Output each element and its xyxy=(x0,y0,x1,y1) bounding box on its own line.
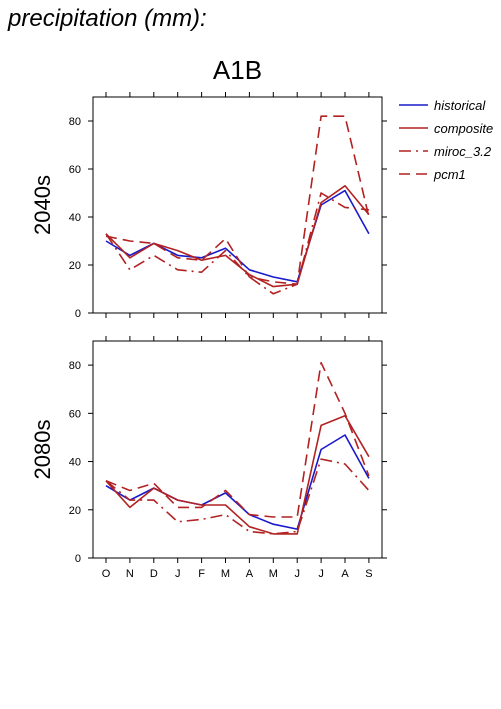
series-line-composite xyxy=(105,414,370,535)
x-tick-label: A xyxy=(341,568,349,580)
x-tick-label: J xyxy=(175,568,181,580)
series-line-pcm1 xyxy=(105,115,370,286)
legend-label: miroc_3.2 xyxy=(434,144,492,159)
series-line-composite xyxy=(105,185,370,288)
x-tick-label: M xyxy=(221,568,230,580)
y-tick-label: 80 xyxy=(69,116,81,128)
x-tick-label: S xyxy=(365,568,372,580)
plot-frame xyxy=(92,340,383,559)
row-label: 2040s xyxy=(30,175,55,235)
series-line-miroc-3-2 xyxy=(105,458,370,535)
y-tick-label: 0 xyxy=(75,553,81,565)
plot-frame xyxy=(92,96,383,314)
series-line-pcm1 xyxy=(105,361,370,518)
legend-label: composite xyxy=(434,121,493,136)
y-tick-label: 40 xyxy=(69,457,81,469)
page-title: precipitation (mm): xyxy=(8,5,207,32)
scenario-title: A1B xyxy=(212,55,263,85)
y-tick-label: 60 xyxy=(69,164,81,176)
x-tick-label: A xyxy=(246,568,254,580)
y-tick-label: 20 xyxy=(69,505,81,517)
row-label: 2080s xyxy=(30,420,55,480)
x-tick-label: F xyxy=(198,568,205,580)
x-tick-label: M xyxy=(269,568,278,580)
y-tick-label: 0 xyxy=(75,308,81,320)
series-line-miroc-3-2 xyxy=(105,192,369,295)
legend-label: pcm1 xyxy=(433,167,466,182)
x-tick-label: O xyxy=(102,568,111,580)
x-tick-label: N xyxy=(126,568,134,580)
y-tick-label: 60 xyxy=(69,408,81,420)
series-line-historical xyxy=(105,189,370,283)
y-tick-label: 80 xyxy=(69,360,81,372)
series-line-historical xyxy=(105,434,370,530)
y-tick-label: 20 xyxy=(69,260,81,272)
x-tick-label: J xyxy=(294,568,300,580)
x-tick-label: D xyxy=(150,568,158,580)
legend-label: historical xyxy=(434,98,486,113)
y-tick-label: 40 xyxy=(69,212,81,224)
x-tick-label: J xyxy=(318,568,324,580)
